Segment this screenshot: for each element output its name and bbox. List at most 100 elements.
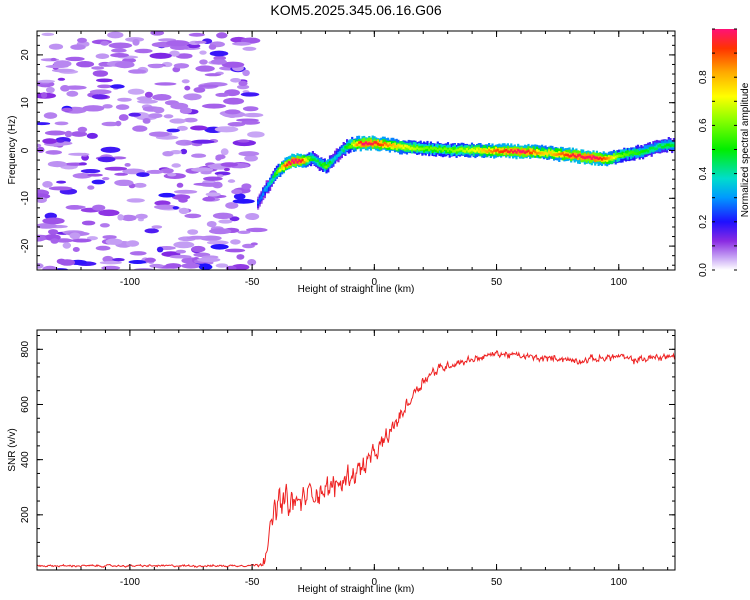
ridge-cell <box>263 188 266 191</box>
ridge-cell <box>530 151 533 155</box>
ridge-cell <box>537 151 540 155</box>
ridge-cell <box>590 153 593 159</box>
noise-blob <box>47 161 67 168</box>
noise-blob <box>48 43 64 50</box>
ridge-cell <box>607 157 610 160</box>
noise-blob <box>98 209 120 217</box>
ridge-cell <box>542 152 545 155</box>
ridge-cell <box>532 150 535 156</box>
noise-blob <box>200 183 220 187</box>
ridge-cell <box>645 149 648 152</box>
ridge-cell <box>626 153 629 157</box>
ridge-cell <box>672 144 675 147</box>
ridge-cell <box>349 145 352 148</box>
ridge-cell <box>563 153 566 157</box>
ridge-cell <box>347 146 350 149</box>
ridge-cell <box>433 146 436 150</box>
ridge-cell <box>405 145 409 148</box>
ridge-cell <box>340 148 343 151</box>
ridge-cell <box>306 159 309 163</box>
ridge-cell <box>296 158 299 164</box>
snr-plot-area <box>37 330 675 570</box>
x-tick-label: -50 <box>245 577 260 588</box>
ridge-cell <box>660 146 663 149</box>
ridge-cell <box>523 151 527 154</box>
ridge-cell <box>411 146 414 150</box>
ridge-cell <box>624 153 628 157</box>
noise-blob <box>212 212 234 219</box>
ridge-cell <box>638 151 641 154</box>
noise-blob <box>87 185 95 190</box>
noise-blob <box>162 151 174 157</box>
noise-blob <box>181 263 201 269</box>
noise-blob <box>95 245 111 251</box>
ridge-cell <box>376 142 379 146</box>
noise-blob <box>48 229 59 235</box>
noise-blob <box>230 239 241 245</box>
ridge-cell <box>583 156 586 160</box>
noise-blob <box>65 56 85 62</box>
noise-blob <box>175 249 187 254</box>
noise-blob <box>37 79 56 83</box>
noise-blob <box>237 84 250 90</box>
noise-blob <box>225 265 237 270</box>
ridge-cell <box>349 139 352 149</box>
noise-blob <box>61 107 73 112</box>
noise-blob <box>108 42 133 49</box>
ridge-cell <box>559 152 563 156</box>
noise-blob <box>136 172 150 178</box>
ridge-cell <box>414 147 417 151</box>
noise-blob <box>190 125 208 131</box>
noise-blob <box>223 167 230 172</box>
ridge-cell <box>440 147 443 151</box>
ridge-cell <box>619 154 622 158</box>
noise-blob <box>191 139 215 144</box>
noise-blob <box>82 105 105 112</box>
x-tick-label: 100 <box>610 577 627 588</box>
ridge-cell <box>306 155 309 162</box>
ridge-cell <box>352 140 355 146</box>
ridge-cell <box>318 162 321 165</box>
ridge-cell <box>592 155 595 158</box>
noise-blob <box>150 31 165 36</box>
ridge-cell <box>534 150 537 154</box>
noise-blob <box>117 97 132 102</box>
ridge-cell <box>369 139 373 145</box>
ridge-cell <box>450 148 453 152</box>
x-tick-label: 100 <box>610 277 627 288</box>
ridge-cell <box>671 143 674 147</box>
ridge-cell <box>611 156 614 159</box>
noise-blob <box>42 217 65 225</box>
noise-blob <box>68 152 90 156</box>
ridge-cell <box>265 185 268 189</box>
ridge-cell <box>515 148 518 154</box>
ridge-cell <box>397 144 400 147</box>
noise-blob <box>209 50 229 57</box>
x-tick-label: 50 <box>491 277 503 288</box>
noise-blob <box>91 179 106 185</box>
noise-blob <box>66 90 79 97</box>
ridge-cell <box>648 148 651 154</box>
ridge-cell <box>325 165 328 169</box>
ridge-cell <box>626 150 629 156</box>
ridge-cell <box>452 147 455 153</box>
noise-blob <box>37 146 45 153</box>
noise-blob <box>126 240 140 247</box>
noise-blob <box>144 91 153 98</box>
ridge-cell <box>289 162 292 165</box>
colorbar-ticks: 0.0 0.2 0.4 0.6 0.8 <box>698 28 737 277</box>
ridge-cell <box>474 147 477 153</box>
ridge-cell <box>281 165 284 169</box>
ridge-cell <box>577 154 580 157</box>
ridge-cell <box>310 158 313 161</box>
noise-blob <box>89 89 112 95</box>
noise-blob <box>184 85 191 91</box>
noise-blob <box>114 61 135 69</box>
noise-blob <box>232 198 255 204</box>
noise-blob <box>91 94 108 100</box>
ridge-cell <box>565 153 568 157</box>
noise-blob <box>207 240 229 245</box>
ridge-cell <box>498 150 501 154</box>
noise-blob <box>193 87 206 93</box>
ridge-cell <box>477 150 480 153</box>
